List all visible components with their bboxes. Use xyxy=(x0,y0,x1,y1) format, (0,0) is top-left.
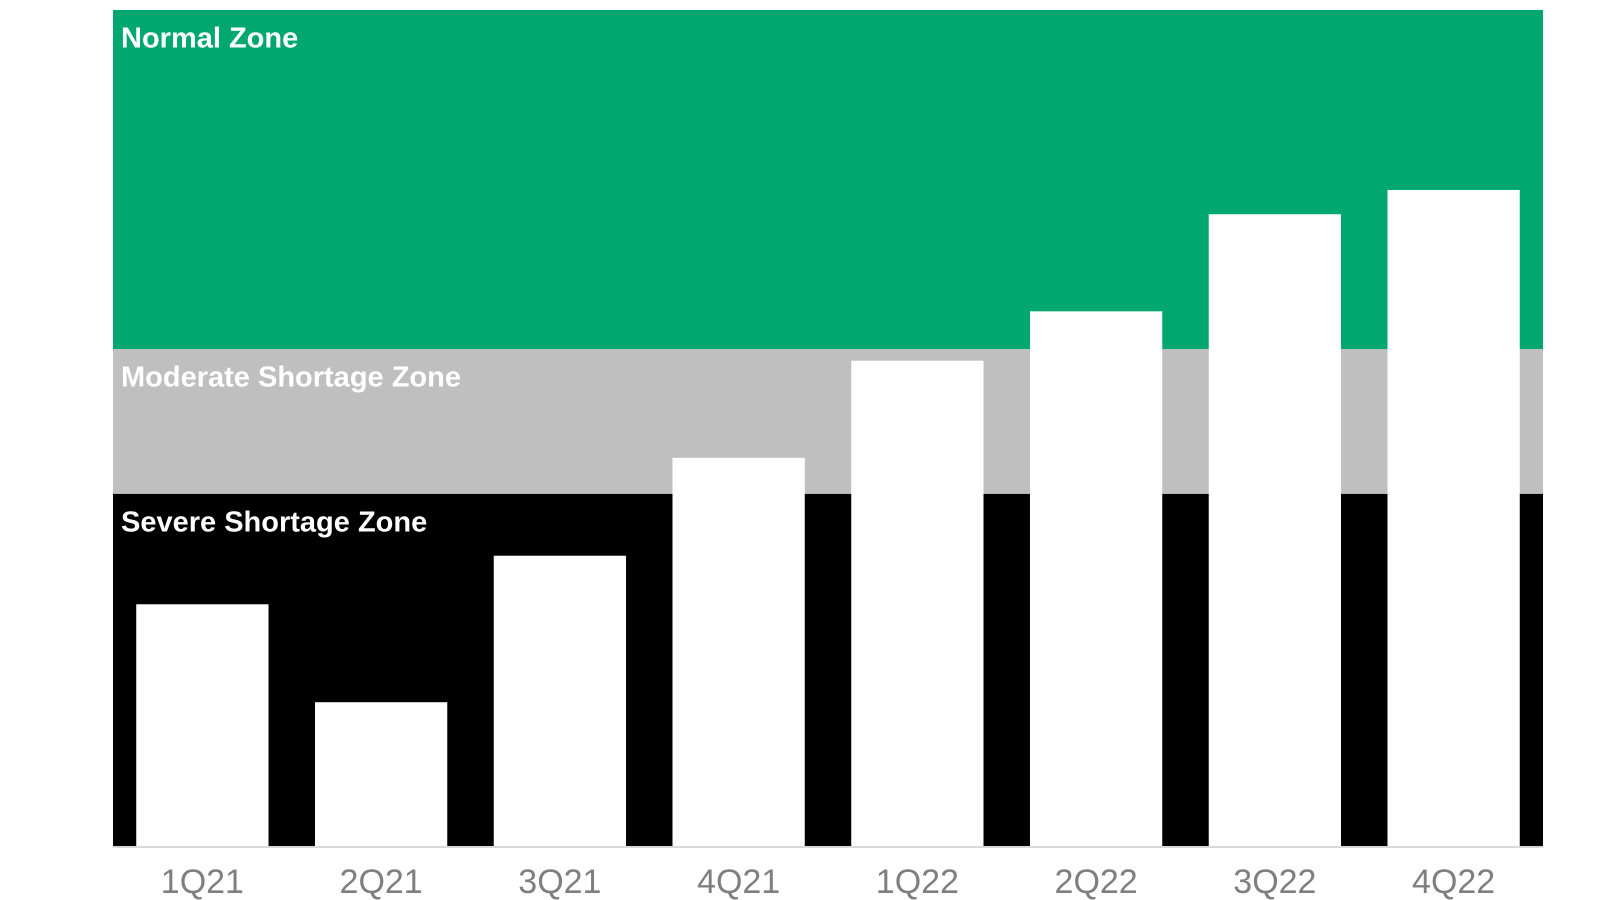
x-tick-label: 1Q21 xyxy=(161,863,244,900)
x-tick-label: 2Q22 xyxy=(1055,863,1138,900)
zone-label: Moderate Shortage Zone xyxy=(121,362,461,394)
bar xyxy=(493,555,627,847)
x-tick-label: 4Q21 xyxy=(697,863,780,900)
bar xyxy=(851,360,984,847)
x-tick-label: 1Q22 xyxy=(876,863,959,900)
bar xyxy=(314,702,448,847)
bar xyxy=(1208,214,1342,847)
bar xyxy=(672,457,805,847)
x-tick-label: 2Q21 xyxy=(340,863,423,900)
bar xyxy=(1387,189,1520,847)
bar xyxy=(136,604,269,847)
x-tick-label: 3Q21 xyxy=(518,863,601,900)
x-tick-label: 3Q22 xyxy=(1233,863,1316,900)
zone-label: Normal Zone xyxy=(121,23,298,55)
x-tick-label: 4Q22 xyxy=(1412,863,1495,900)
zone-label: Severe Shortage Zone xyxy=(121,506,427,538)
bar xyxy=(1029,311,1163,847)
